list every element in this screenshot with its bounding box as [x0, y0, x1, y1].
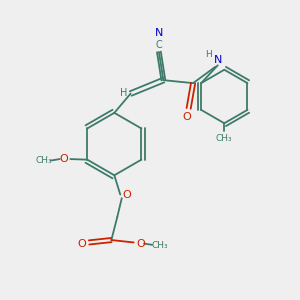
Text: H: H [121, 88, 128, 98]
Text: O: O [136, 238, 145, 249]
Text: N: N [214, 55, 222, 65]
Text: CH₃: CH₃ [35, 156, 52, 165]
Text: N: N [155, 28, 163, 38]
Text: O: O [183, 112, 191, 122]
Text: H: H [206, 50, 212, 59]
Text: O: O [122, 190, 131, 200]
Text: CH₃: CH₃ [216, 134, 232, 143]
Text: O: O [77, 238, 86, 249]
Text: O: O [59, 154, 68, 164]
Text: C: C [155, 40, 162, 50]
Text: CH₃: CH₃ [152, 241, 168, 250]
